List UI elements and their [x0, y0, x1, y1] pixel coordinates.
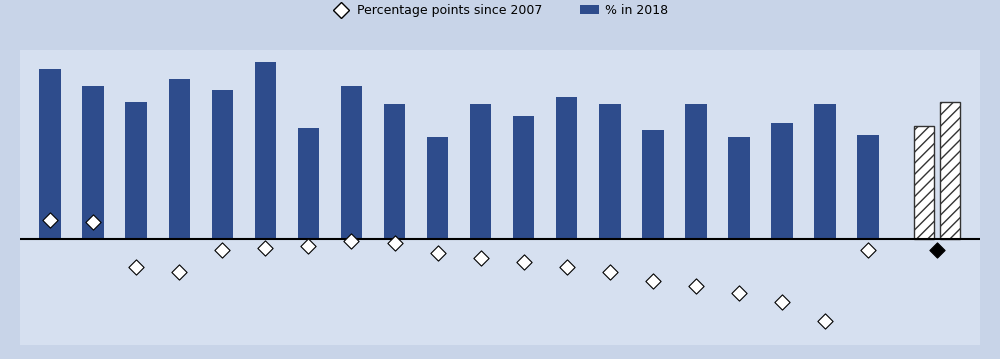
Point [387, 241, 403, 246]
Bar [298, 128, 319, 239]
Bar [771, 123, 793, 239]
Bar [39, 69, 61, 239]
Bar [599, 104, 621, 239]
Point [214, 248, 230, 253]
Bar [857, 135, 879, 239]
Bar [513, 116, 534, 239]
Point [343, 238, 359, 244]
Bar [814, 104, 836, 239]
Point [430, 250, 446, 256]
Point [688, 283, 704, 289]
Point [128, 264, 144, 270]
Point [817, 318, 833, 324]
Point [559, 264, 575, 270]
Point [171, 269, 187, 275]
Point [731, 290, 747, 296]
Bar [556, 97, 577, 239]
Point [300, 243, 316, 248]
Bar [470, 104, 491, 239]
Point [860, 248, 876, 253]
Bar [169, 79, 190, 239]
Point [774, 299, 790, 305]
Point [645, 278, 661, 284]
Legend: Percentage points since 2007, % in 2018: Percentage points since 2007, % in 2018 [327, 0, 673, 22]
Bar [125, 102, 147, 239]
Bar [255, 62, 276, 239]
Bar [685, 104, 707, 239]
Bar [212, 90, 233, 239]
Point [473, 255, 489, 260]
Point [929, 248, 945, 253]
Bar [427, 137, 448, 239]
Bar [642, 130, 664, 239]
Bar [341, 85, 362, 239]
Point [602, 269, 618, 275]
Bar [82, 85, 104, 239]
Bar [728, 137, 750, 239]
Point [516, 259, 532, 265]
Bar [914, 126, 934, 239]
Point [257, 245, 273, 251]
Bar [384, 104, 405, 239]
Point [42, 217, 58, 223]
Point [85, 219, 101, 225]
Bar [940, 102, 960, 239]
